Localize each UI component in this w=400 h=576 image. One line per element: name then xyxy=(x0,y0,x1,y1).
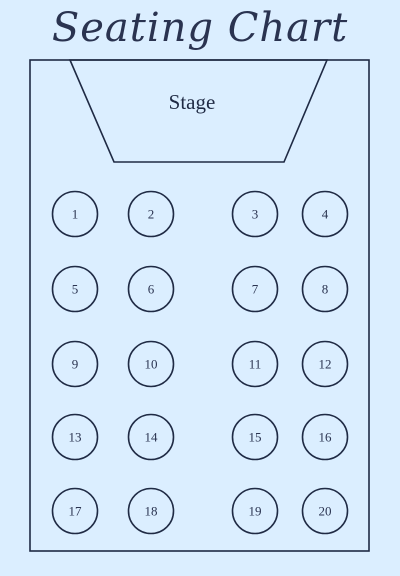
table-circle xyxy=(127,487,175,535)
table-10: 10 xyxy=(127,340,175,388)
table-circle xyxy=(51,340,99,388)
table-number: 7 xyxy=(252,282,259,297)
table-circle xyxy=(51,190,99,238)
table-circle xyxy=(127,340,175,388)
table-12: 12 xyxy=(301,340,349,388)
table-number: 20 xyxy=(319,504,332,519)
table-17: 17 xyxy=(51,487,99,535)
table-number: 13 xyxy=(69,430,82,445)
table-2: 2 xyxy=(127,190,175,238)
table-number: 5 xyxy=(72,282,79,297)
table-circle xyxy=(231,190,279,238)
table-circle xyxy=(231,413,279,461)
table-number: 2 xyxy=(148,207,155,222)
table-circle xyxy=(301,413,349,461)
table-4: 4 xyxy=(301,190,349,238)
room-outline xyxy=(29,59,370,552)
table-number: 3 xyxy=(252,207,259,222)
table-18: 18 xyxy=(127,487,175,535)
table-14: 14 xyxy=(127,413,175,461)
table-circle xyxy=(231,487,279,535)
table-19: 19 xyxy=(231,487,279,535)
table-3: 3 xyxy=(231,190,279,238)
table-15: 15 xyxy=(231,413,279,461)
table-circle xyxy=(51,265,99,313)
table-circle xyxy=(301,487,349,535)
table-circle xyxy=(127,265,175,313)
table-circle xyxy=(127,413,175,461)
table-circle xyxy=(51,413,99,461)
stage-shape xyxy=(68,59,329,163)
table-1: 1 xyxy=(51,190,99,238)
stage-label: Stage xyxy=(169,90,216,114)
table-number: 6 xyxy=(148,282,155,297)
table-circle xyxy=(127,190,175,238)
table-13: 13 xyxy=(51,413,99,461)
table-number: 14 xyxy=(145,430,159,445)
table-number: 15 xyxy=(249,430,262,445)
table-16: 16 xyxy=(301,413,349,461)
table-11: 11 xyxy=(231,340,279,388)
table-circle xyxy=(51,487,99,535)
table-circle xyxy=(301,190,349,238)
table-number: 1 xyxy=(72,207,79,222)
table-8: 8 xyxy=(301,265,349,313)
table-number: 18 xyxy=(145,504,158,519)
table-7: 7 xyxy=(231,265,279,313)
table-9: 9 xyxy=(51,340,99,388)
table-number: 19 xyxy=(249,504,262,519)
table-6: 6 xyxy=(127,265,175,313)
table-number: 10 xyxy=(145,357,158,372)
table-20: 20 xyxy=(301,487,349,535)
table-number: 4 xyxy=(322,207,329,222)
page-title: Seating Chart xyxy=(51,5,349,51)
table-5: 5 xyxy=(51,265,99,313)
table-number: 12 xyxy=(319,357,332,372)
table-circle xyxy=(231,265,279,313)
table-number: 17 xyxy=(69,504,83,519)
table-number: 11 xyxy=(249,357,262,372)
table-number: 8 xyxy=(322,282,329,297)
table-number: 16 xyxy=(319,430,333,445)
table-number: 9 xyxy=(72,357,79,372)
table-circle xyxy=(301,265,349,313)
table-circle xyxy=(301,340,349,388)
table-circle xyxy=(231,340,279,388)
